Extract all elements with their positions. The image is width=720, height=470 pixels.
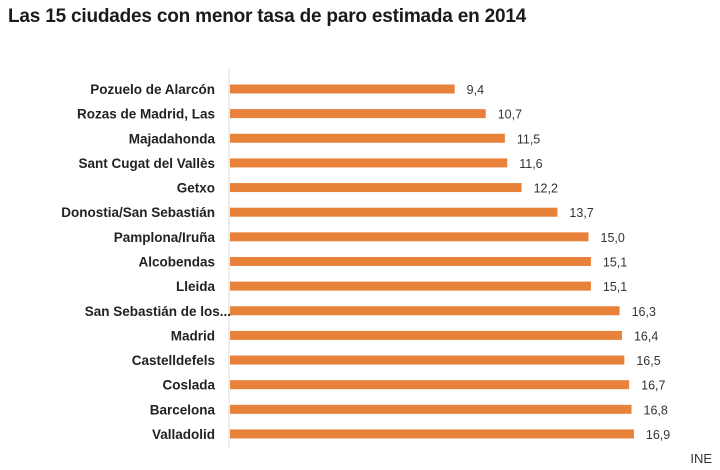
category-label: Castelldefels <box>132 353 215 368</box>
value-label: 15,1 <box>603 280 627 294</box>
category-label: Rozas de Madrid, Las <box>77 107 215 122</box>
value-label: 15,0 <box>601 231 625 245</box>
value-label: 11,6 <box>519 157 542 171</box>
bar <box>230 109 486 119</box>
value-label: 11,5 <box>517 132 540 146</box>
bar <box>230 355 625 365</box>
value-label: 16,5 <box>636 354 660 368</box>
source-label: INE <box>690 451 712 466</box>
category-label: San Sebastián de los... <box>85 304 231 319</box>
value-label: 16,3 <box>632 305 656 319</box>
value-label: 9,4 <box>467 83 484 97</box>
category-label: Valladolid <box>152 427 215 442</box>
value-label: 16,4 <box>634 329 658 343</box>
category-label: Majadahonda <box>129 131 216 146</box>
category-label: Barcelona <box>150 402 216 417</box>
value-label: 16,8 <box>644 403 668 417</box>
value-label: 15,1 <box>603 255 627 269</box>
bar <box>230 158 508 168</box>
category-label: Getxo <box>177 181 215 196</box>
value-label: 13,7 <box>569 206 593 220</box>
category-label: Lleida <box>176 279 216 294</box>
bar <box>230 380 630 390</box>
category-label: Coslada <box>162 378 215 393</box>
bar <box>230 306 620 316</box>
category-label: Donostia/San Sebastián <box>61 205 215 220</box>
category-labels-group: Pozuelo de Alarcón Rozas de Madrid, Las Ma… <box>61 82 231 442</box>
category-label: Alcobendas <box>138 254 215 269</box>
value-label: 10,7 <box>498 108 522 122</box>
bars-group <box>230 84 634 439</box>
bar <box>230 404 632 414</box>
category-label: Pozuelo de Alarcón <box>90 82 215 97</box>
bar <box>230 133 505 143</box>
value-label: 16,7 <box>641 379 665 393</box>
bar <box>230 281 591 291</box>
bar <box>230 256 591 266</box>
value-label: 16,9 <box>646 428 670 442</box>
value-labels-group: 9,4 10,7 11,5 11,6 12,2 13,7 15,0 15,1 15,1 16,3 1… <box>467 83 671 442</box>
chart-title: Las 15 ciudades con menor tasa de paro e… <box>8 6 527 27</box>
category-label: Sant Cugat del Vallès <box>78 156 215 171</box>
category-label: Madrid <box>171 328 215 343</box>
bar <box>230 207 558 217</box>
bar <box>230 429 634 439</box>
category-label: Pamplona/Iruña <box>114 230 216 245</box>
value-label: 12,2 <box>534 182 558 196</box>
bar <box>230 330 622 340</box>
bar <box>230 84 455 94</box>
bar <box>230 183 522 193</box>
bar <box>230 232 589 242</box>
